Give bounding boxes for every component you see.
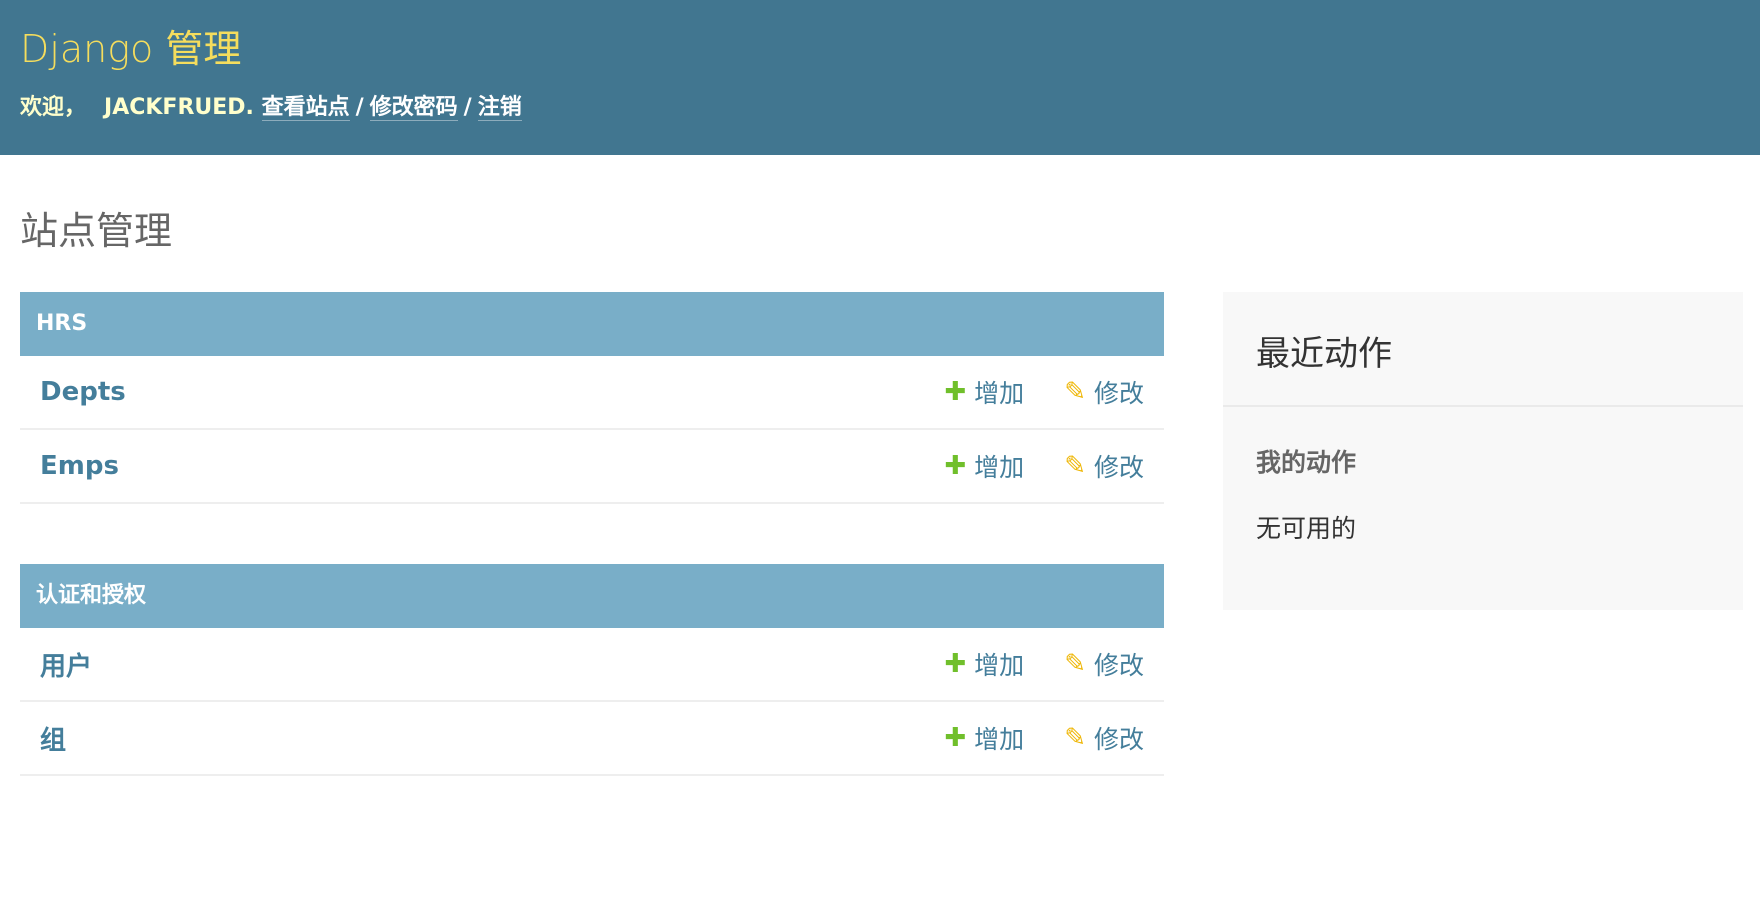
model-row-users: 用户 ✚ 增加 ✎ 修改	[20, 628, 1164, 702]
view-site-link[interactable]: 查看站点	[261, 95, 350, 121]
plus-icon: ✚	[944, 377, 967, 407]
change-link[interactable]: ✎ 修改	[1064, 720, 1144, 756]
my-actions-heading: 我的动作	[1256, 448, 1357, 477]
pencil-icon: ✎	[1064, 649, 1086, 679]
user-tools: 欢迎， JACKFRUED. 查看站点 / 修改密码 / 注销	[20, 89, 522, 121]
pencil-icon: ✎	[1064, 451, 1086, 481]
module-caption[interactable]: 认证和授权	[20, 564, 1164, 628]
add-link[interactable]: ✚ 增加	[944, 720, 1024, 756]
change-label: 修改	[1093, 379, 1144, 408]
change-password-link[interactable]: 修改密码	[369, 95, 458, 121]
model-row-groups: 组 ✚ 增加 ✎ 修改	[20, 702, 1164, 776]
add-link[interactable]: ✚ 增加	[944, 374, 1024, 410]
model-row-depts: Depts ✚ 增加 ✎ 修改	[20, 356, 1164, 430]
model-link[interactable]: Depts	[40, 377, 126, 407]
username: JACKFRUED	[104, 95, 246, 120]
recent-actions-title: 最近动作	[1223, 292, 1743, 407]
period: .	[245, 95, 254, 120]
site-brand[interactable]: Django 管理	[20, 27, 242, 71]
change-link[interactable]: ✎ 修改	[1064, 646, 1144, 682]
plus-icon: ✚	[944, 649, 967, 679]
module-auth: 认证和授权 用户 ✚ 增加 ✎ 修改 组 ✚ 增加 ✎ 修改	[20, 564, 1164, 776]
separator: /	[463, 95, 472, 120]
recent-actions-panel: 最近动作 我的动作 无可用的	[1223, 292, 1743, 610]
add-link[interactable]: ✚ 增加	[944, 646, 1024, 682]
change-label: 修改	[1093, 725, 1144, 754]
model-row-emps: Emps ✚ 增加 ✎ 修改	[20, 430, 1164, 504]
change-link[interactable]: ✎ 修改	[1064, 374, 1144, 410]
module-hrs: HRS Depts ✚ 增加 ✎ 修改 Emps ✚ 增加 ✎ 修改	[20, 292, 1164, 504]
welcome-text: 欢迎，	[20, 95, 87, 120]
separator: /	[355, 95, 364, 120]
add-link[interactable]: ✚ 增加	[944, 448, 1024, 484]
header: Django 管理 欢迎， JACKFRUED. 查看站点 / 修改密码 / 注销	[0, 0, 1760, 155]
model-link[interactable]: Emps	[40, 451, 119, 481]
add-label: 增加	[974, 651, 1025, 680]
change-label: 修改	[1093, 651, 1144, 680]
change-link[interactable]: ✎ 修改	[1064, 448, 1144, 484]
plus-icon: ✚	[944, 723, 967, 753]
empty-message: 无可用的	[1256, 514, 1357, 543]
add-label: 增加	[974, 725, 1025, 754]
add-label: 增加	[974, 453, 1025, 482]
plus-icon: ✚	[944, 451, 967, 481]
add-label: 增加	[974, 379, 1025, 408]
model-link[interactable]: 组	[40, 725, 67, 756]
pencil-icon: ✎	[1064, 377, 1086, 407]
change-label: 修改	[1093, 453, 1144, 482]
module-caption[interactable]: HRS	[20, 292, 1164, 356]
logout-link[interactable]: 注销	[477, 95, 522, 121]
page-title: 站点管理	[20, 209, 173, 253]
model-link[interactable]: 用户	[40, 651, 93, 682]
pencil-icon: ✎	[1064, 723, 1086, 753]
